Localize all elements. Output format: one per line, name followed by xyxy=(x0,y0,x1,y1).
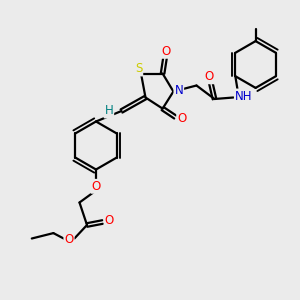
Text: N: N xyxy=(174,83,183,97)
Text: O: O xyxy=(205,70,214,83)
Text: O: O xyxy=(162,45,171,58)
Text: NH: NH xyxy=(235,89,252,103)
Text: H: H xyxy=(104,104,113,118)
Text: S: S xyxy=(135,62,142,76)
Text: O: O xyxy=(105,214,114,227)
Text: O: O xyxy=(177,112,186,125)
Text: O: O xyxy=(92,180,100,193)
Text: O: O xyxy=(64,232,74,246)
